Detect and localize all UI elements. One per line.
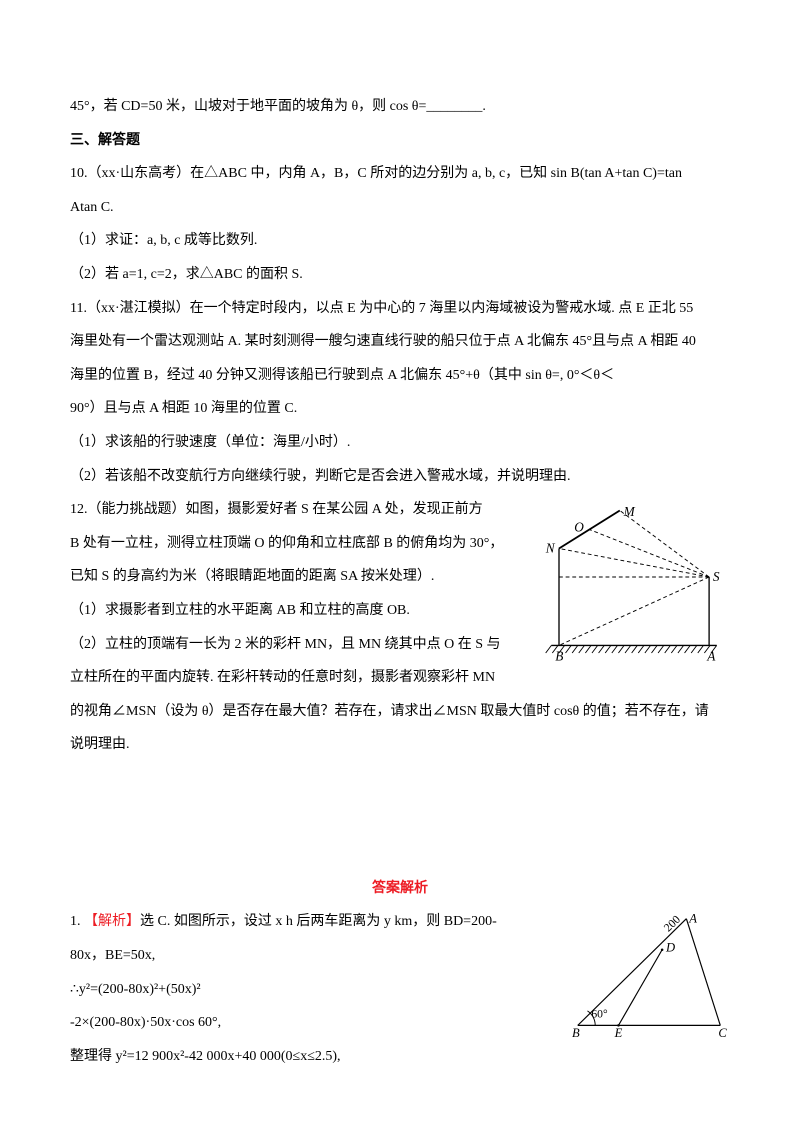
a1-block: 60° 200 A B C D E 1. 【解析】选 C. 如图所示，设过 x h 后两车距… — [70, 905, 730, 1073]
section-3-title: 三、解答题 — [70, 124, 730, 158]
answers-title: 答案解析 — [70, 872, 730, 906]
fragment-line-cd: 45°，若 CD=50 米，山坡对于地平面的坡角为 θ，则 cos θ=____… — [70, 90, 730, 124]
figure-column-geometry: M O N S B A — [540, 499, 730, 674]
svg-text:S: S — [713, 569, 720, 584]
q12-line8: 说明理由. — [70, 728, 730, 762]
figure-triangle-cars: 60° 200 A B C D E — [570, 909, 730, 1039]
svg-text:N: N — [545, 540, 556, 555]
q11-line3: 海里的位置 B，经过 40 分钟又测得该船已行驶到点 A 北偏东 45°+θ（其… — [70, 359, 730, 393]
svg-text:A: A — [706, 649, 716, 664]
q10-line1: 10.（xx·山东高考）在△ABC 中，内角 A，B，C 所对的边分别为 a, … — [70, 157, 730, 191]
a1-line5: 整理得 y²=12 900x²-42 000x+40 000(0≤x≤2.5), — [70, 1040, 730, 1074]
svg-text:C: C — [718, 1026, 727, 1039]
svg-text:M: M — [623, 504, 636, 519]
svg-text:B: B — [555, 649, 563, 664]
q10-line2: Atan C. — [70, 191, 730, 225]
svg-text:E: E — [614, 1026, 623, 1039]
a1-line1-rest: 选 C. 如图所示，设过 x h 后两车距离为 y km，则 BD=200- — [140, 914, 497, 929]
q11-part1: （1）求该船的行驶速度（单位：海里/小时）. — [70, 426, 730, 460]
svg-text:O: O — [574, 520, 584, 535]
a1-num: 1. — [70, 914, 84, 929]
q11-line1: 11.（xx·湛江模拟）在一个特定时段内，以点 E 为中心的 7 海里以内海域被… — [70, 292, 730, 326]
svg-text:60°: 60° — [591, 1008, 608, 1021]
q10-part1: （1）求证：a, b, c 成等比数列. — [70, 224, 730, 258]
q11-line2: 海里处有一个雷达观测站 A. 某时刻测得一艘匀速直线行驶的船只位于点 A 北偏东… — [70, 325, 730, 359]
analysis-label: 【解析】 — [84, 914, 140, 929]
figure-column-svg: M O N S B A — [540, 499, 730, 674]
q12-line7: 的视角∠MSN（设为 θ）是否存在最大值？若存在，请求出∠MSN 取最大值时 c… — [70, 695, 730, 729]
q10-part2: （2）若 a=1, c=2，求△ABC 的面积 S. — [70, 258, 730, 292]
svg-text:200: 200 — [661, 913, 683, 935]
q11-line4: 90°）且与点 A 相距 10 海里的位置 C. — [70, 392, 730, 426]
svg-text:D: D — [665, 941, 675, 955]
figure-triangle-svg: 60° 200 A B C D E — [570, 909, 730, 1039]
q11-part2: （2）若该船不改变航行方向继续行驶，判断它是否会进入警戒水域，并说明理由. — [70, 460, 730, 494]
svg-text:A: A — [688, 912, 697, 926]
svg-text:B: B — [572, 1026, 580, 1039]
q12-block: MONSBA 12.（能力挑战题）如图，摄影爱好者 S 在某公园 A 处，发现正… — [70, 493, 730, 762]
